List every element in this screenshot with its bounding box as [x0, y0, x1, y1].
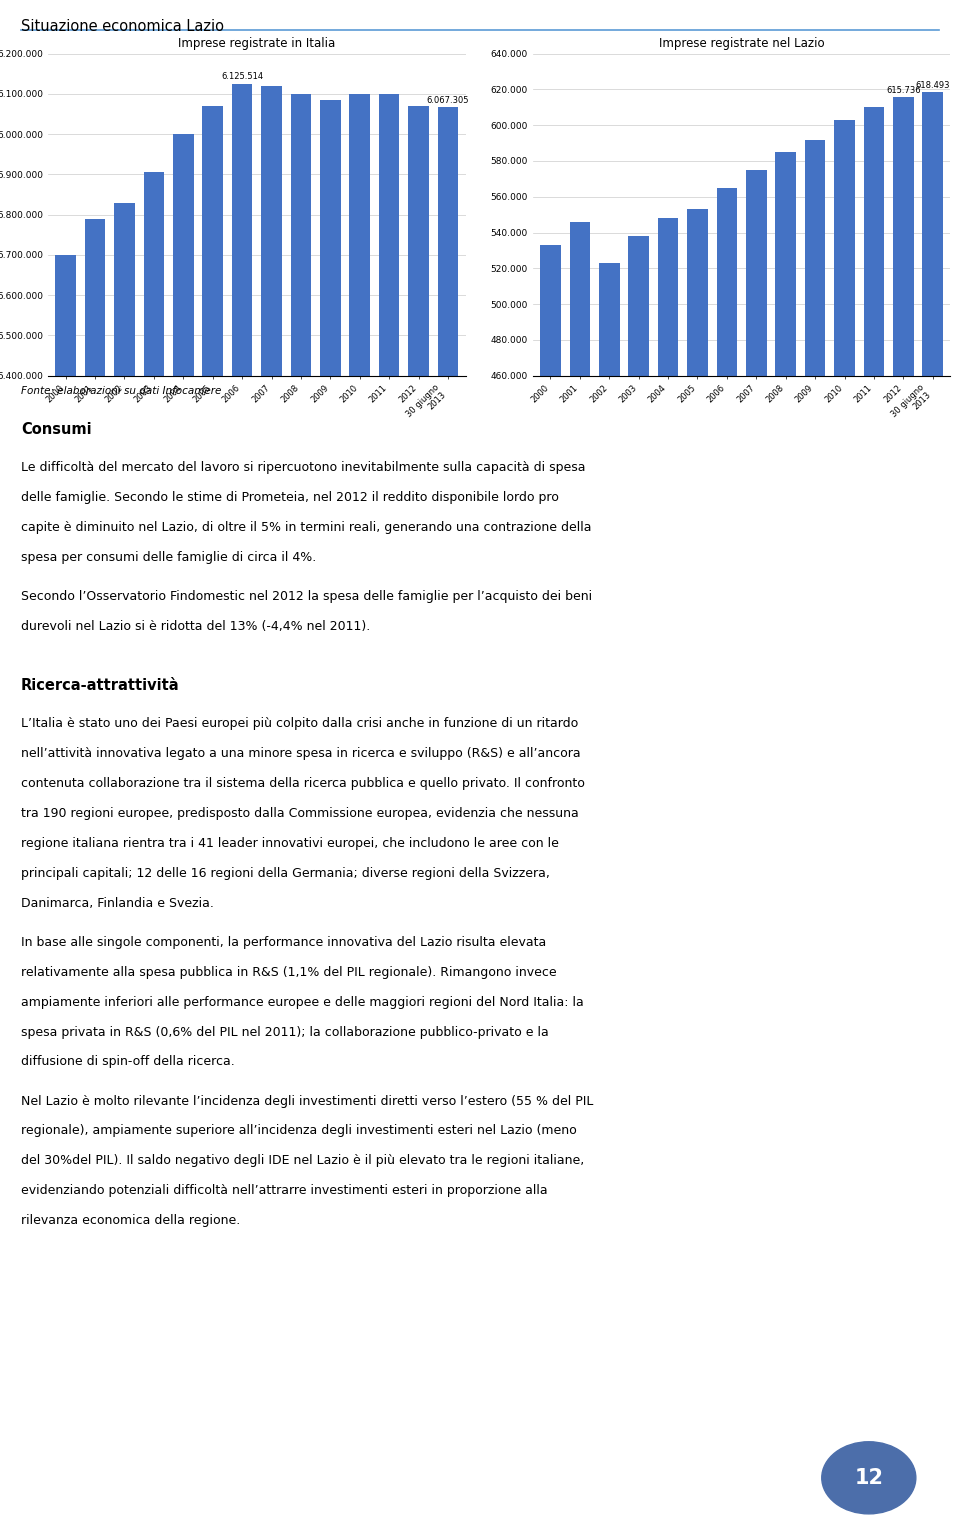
Text: ampiamente inferiori alle performance europee e delle maggiori regioni del Nord : ampiamente inferiori alle performance eu… [21, 996, 584, 1009]
Text: Secondo l’Osservatorio Findomestic nel 2012 la spesa delle famiglie per l’acquis: Secondo l’Osservatorio Findomestic nel 2… [21, 590, 592, 602]
Bar [144, 172, 164, 1533]
Text: spesa privata in R&S (0,6% del PIL nel 2011); la collaborazione pubblico-privato: spesa privata in R&S (0,6% del PIL nel 2… [21, 1026, 549, 1038]
Text: tra 190 regioni europee, predisposto dalla Commissione europea, evidenzia che ne: tra 190 regioni europee, predisposto dal… [21, 806, 579, 820]
Bar [629, 236, 649, 1199]
Bar [804, 140, 826, 1199]
Bar [746, 170, 767, 1199]
Bar [291, 94, 311, 1533]
Bar [114, 202, 134, 1533]
Text: Nel Lazio è molto rilevante l’incidenza degli investimenti diretti verso l’ester: Nel Lazio è molto rilevante l’incidenza … [21, 1095, 593, 1107]
Text: Consumi: Consumi [21, 422, 92, 437]
Bar [379, 94, 399, 1533]
Bar [173, 133, 194, 1533]
Text: diffusione di spin-off della ricerca.: diffusione di spin-off della ricerca. [21, 1055, 235, 1069]
Bar [776, 152, 796, 1199]
Text: 618.493: 618.493 [916, 81, 950, 90]
Text: 6.067.305: 6.067.305 [426, 95, 469, 104]
Bar [261, 86, 282, 1533]
Text: spesa per consumi delle famiglie di circa il 4%.: spesa per consumi delle famiglie di circ… [21, 552, 317, 564]
Text: 12: 12 [854, 1467, 883, 1489]
Bar [540, 245, 561, 1199]
Text: evidenziando potenziali difficoltà nell’attrarre investimenti esteri in proporzi: evidenziando potenziali difficoltà nell’… [21, 1183, 548, 1197]
Bar [231, 84, 252, 1533]
Text: Ricerca-attrattività: Ricerca-attrattività [21, 678, 180, 693]
Text: 6.125.514: 6.125.514 [221, 72, 263, 81]
Title: Imprese registrate nel Lazio: Imprese registrate nel Lazio [659, 37, 825, 49]
Text: Le difficoltà del mercato del lavoro si ripercuotono inevitabilmente sulla capac: Le difficoltà del mercato del lavoro si … [21, 461, 586, 474]
Text: del 30%del PIL). Il saldo negativo degli IDE nel Lazio è il più elevato tra le r: del 30%del PIL). Il saldo negativo degli… [21, 1154, 585, 1167]
Bar [438, 107, 458, 1533]
Text: Danimarca, Finlandia e Svezia.: Danimarca, Finlandia e Svezia. [21, 897, 214, 909]
Text: durevoli nel Lazio si è ridotta del 13% (-4,4% nel 2011).: durevoli nel Lazio si è ridotta del 13% … [21, 619, 371, 633]
Bar [56, 254, 76, 1533]
Bar [320, 100, 341, 1533]
Bar [349, 94, 370, 1533]
Bar [687, 210, 708, 1199]
Text: regione italiana rientra tra i 41 leader innovativi europei, che includono le ar: regione italiana rientra tra i 41 leader… [21, 837, 559, 849]
Bar [408, 106, 429, 1533]
Text: Fonte: elaborazioni su dati Infocamere: Fonte: elaborazioni su dati Infocamere [21, 386, 222, 397]
Bar [203, 106, 223, 1533]
Bar [599, 264, 619, 1199]
Text: L’Italia è stato uno dei Paesi europei più colpito dalla crisi anche in funzione: L’Italia è stato uno dei Paesi europei p… [21, 717, 578, 730]
Bar [893, 97, 914, 1199]
Bar [84, 219, 106, 1533]
Bar [716, 189, 737, 1199]
Bar [658, 218, 679, 1199]
Text: nell’attività innovativa legato a una minore spesa in ricerca e sviluppo (R&S) e: nell’attività innovativa legato a una mi… [21, 747, 581, 760]
Circle shape [822, 1441, 916, 1515]
Text: In base alle singole componenti, la performance innovativa del Lazio risulta ele: In base alle singole componenti, la perf… [21, 935, 546, 949]
Text: delle famiglie. Secondo le stime di Prometeia, nel 2012 il reddito disponibile l: delle famiglie. Secondo le stime di Prom… [21, 492, 559, 504]
Title: Imprese registrate in Italia: Imprese registrate in Italia [179, 37, 335, 49]
Bar [569, 222, 590, 1199]
Text: regionale), ampiamente superiore all’incidenza degli investimenti esteri nel Laz: regionale), ampiamente superiore all’inc… [21, 1125, 577, 1137]
Text: principali capitali; 12 delle 16 regioni della Germania; diverse regioni della S: principali capitali; 12 delle 16 regioni… [21, 866, 550, 880]
Bar [864, 107, 884, 1199]
Bar [834, 120, 854, 1199]
Text: contenuta collaborazione tra il sistema della ricerca pubblica e quello privato.: contenuta collaborazione tra il sistema … [21, 777, 585, 789]
Text: rilevanza economica della regione.: rilevanza economica della regione. [21, 1214, 240, 1226]
Text: 615.736: 615.736 [886, 86, 921, 95]
Text: Situazione economica Lazio: Situazione economica Lazio [21, 18, 224, 34]
Text: capite è diminuito nel Lazio, di oltre il 5% in termini reali, generando una con: capite è diminuito nel Lazio, di oltre i… [21, 521, 591, 533]
Bar [923, 92, 943, 1199]
Text: relativamente alla spesa pubblica in R&S (1,1% del PIL regionale). Rimangono inv: relativamente alla spesa pubblica in R&S… [21, 966, 557, 978]
